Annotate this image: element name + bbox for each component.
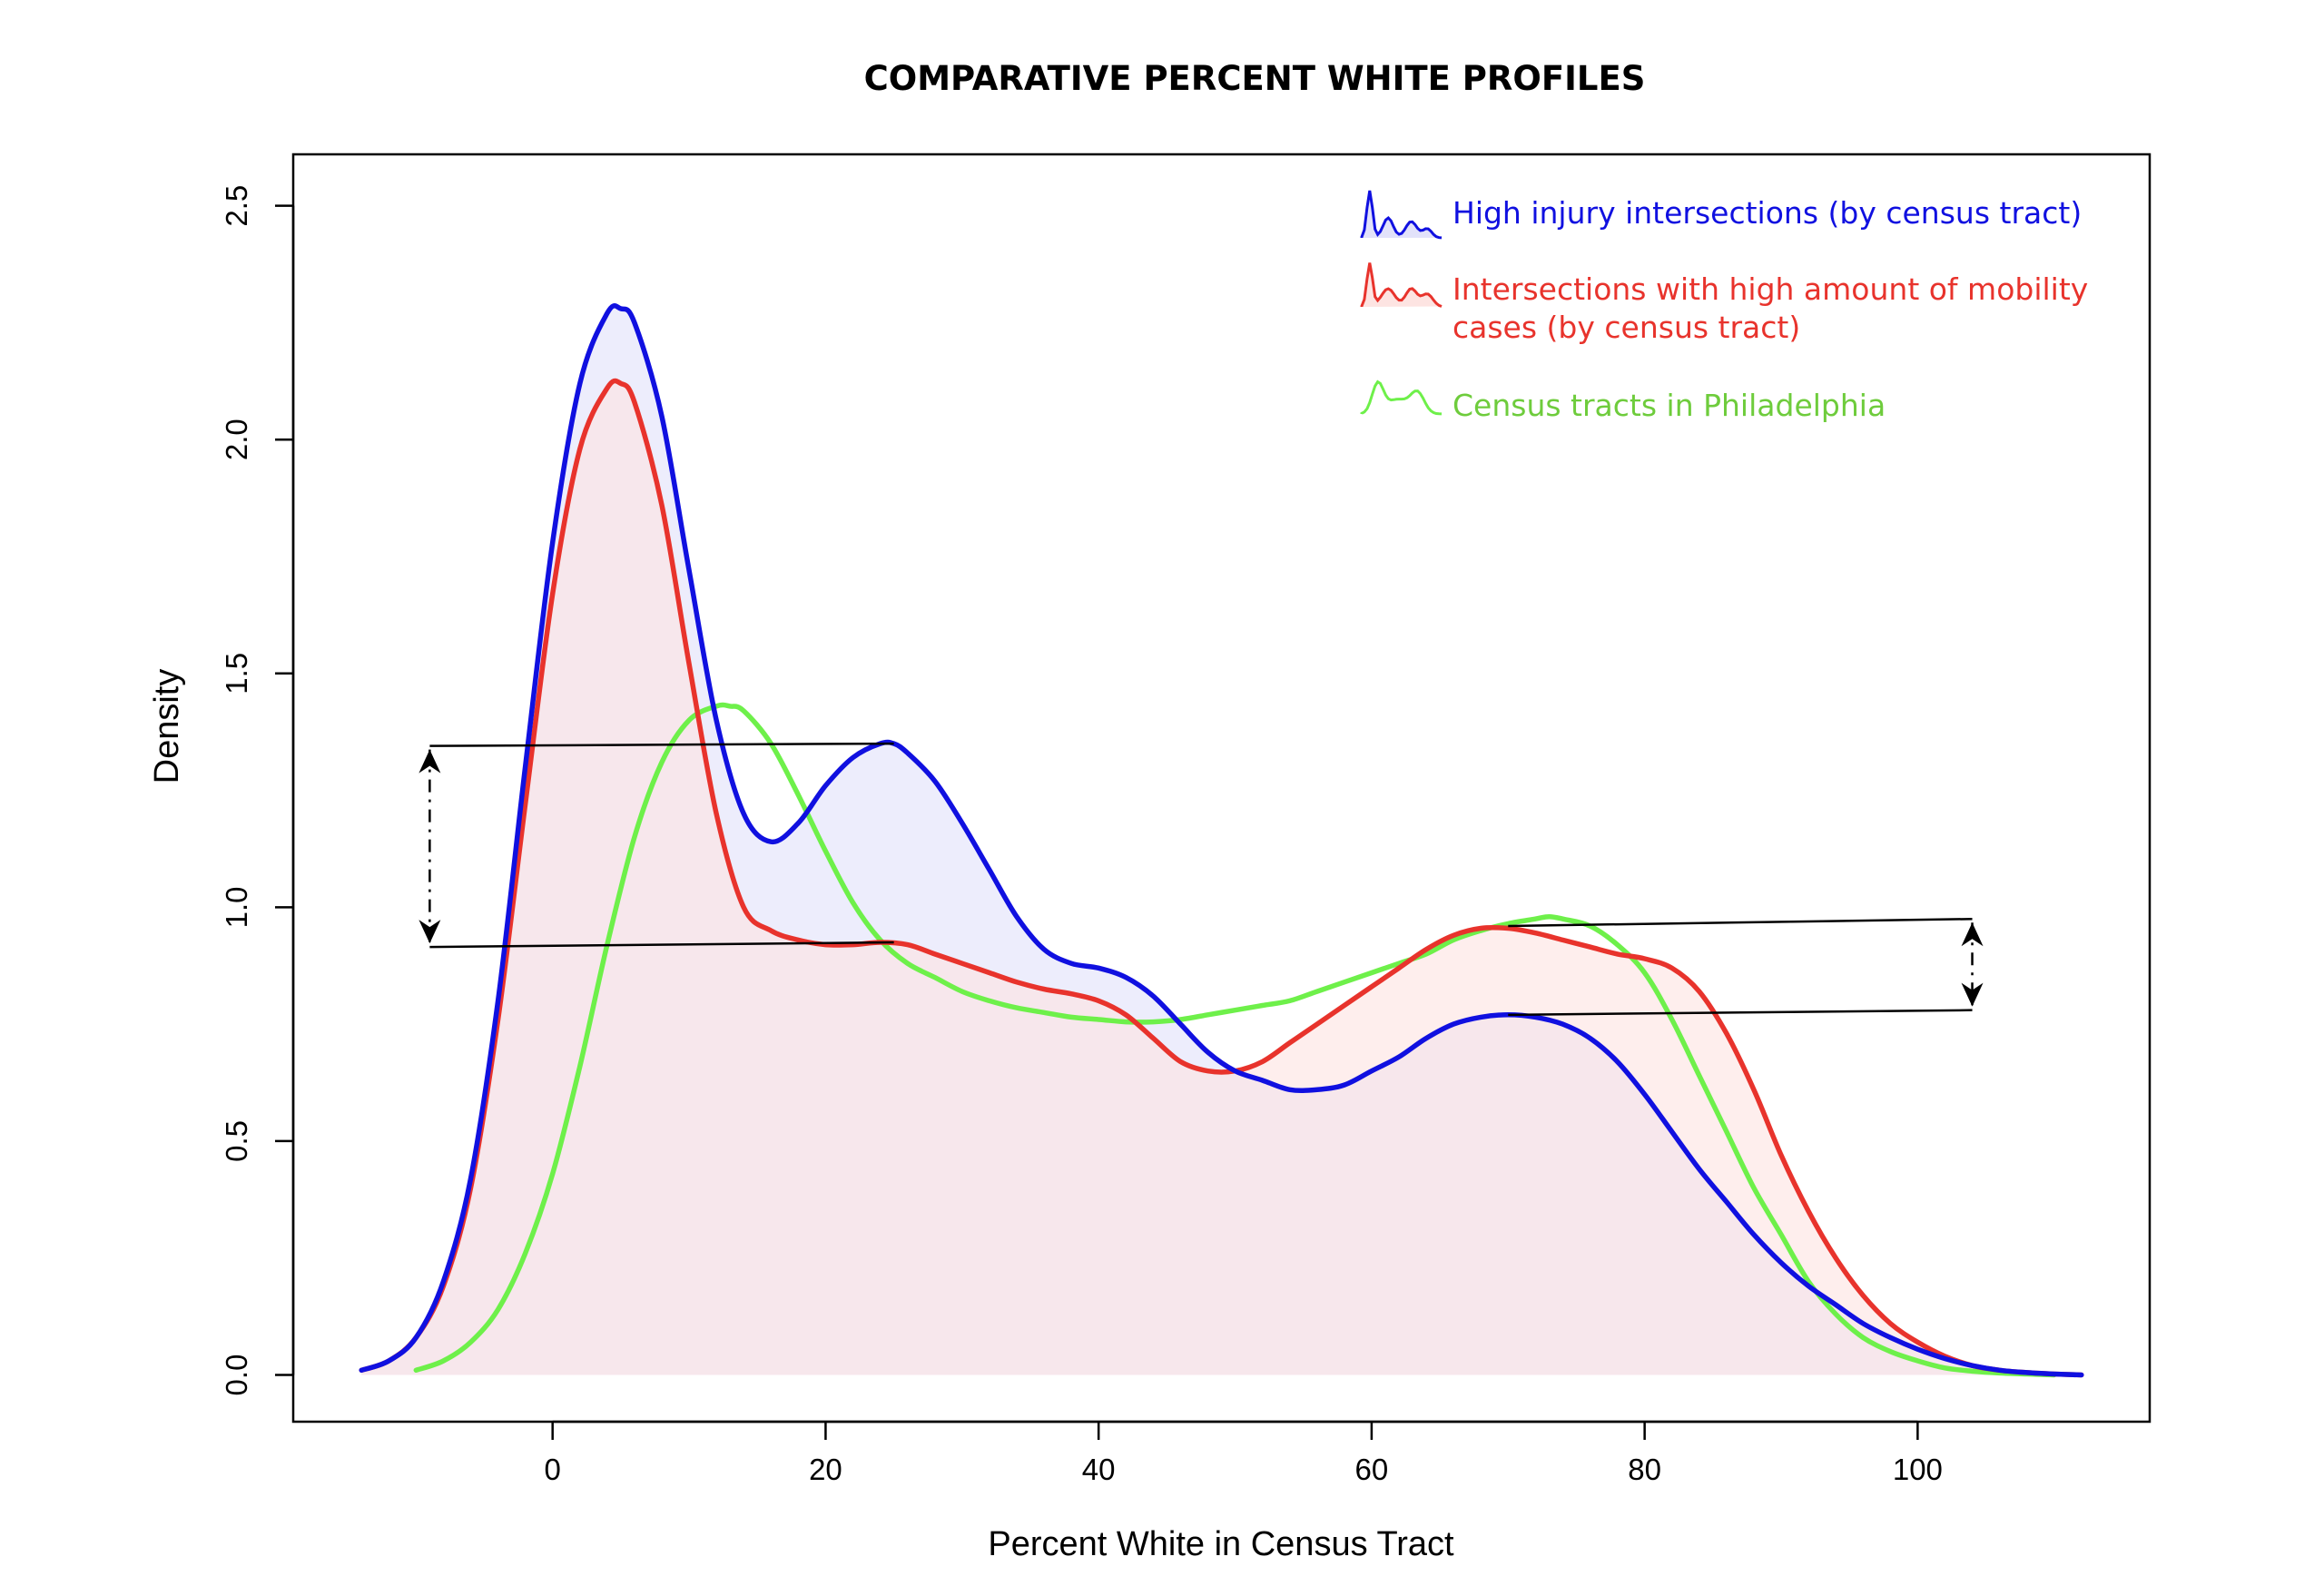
x-tick-label: 60 xyxy=(1355,1453,1389,1486)
bracket-bottom-line xyxy=(1508,1009,1973,1017)
legend-label-census-tracts: Census tracts in Philadelphia xyxy=(1452,388,1886,423)
arrow-head-down xyxy=(419,920,441,944)
range-annotation xyxy=(419,742,894,949)
x-tick-label: 0 xyxy=(545,1453,561,1486)
legend-swatch-high-injury xyxy=(1360,190,1443,240)
y-tick-label: 2.5 xyxy=(220,185,253,227)
legend-swatch-mobility xyxy=(1360,262,1443,308)
density-fills xyxy=(361,305,2082,1375)
x-tick-label: 20 xyxy=(809,1453,842,1486)
y-axis: 0.0 0.5 1.0 1.5 2.0 2.5 xyxy=(220,185,295,1396)
density-lines xyxy=(359,303,2084,1378)
legend-label-high-injury: High injury intersections (by census tra… xyxy=(1452,195,2082,231)
x-axis: 0 20 40 60 80 100 xyxy=(545,1420,1943,1486)
arrow-head-down xyxy=(1961,982,1984,1007)
density-line-census-tracts xyxy=(413,702,2057,1378)
plot-area xyxy=(291,153,2152,1424)
bracket-top-line xyxy=(1508,917,1973,928)
x-tick-label: 100 xyxy=(1893,1453,1943,1486)
legend-label-mobility: Intersections with high amount of mobili… xyxy=(1452,271,2098,345)
legend-item-high-injury: High injury intersections (by census tra… xyxy=(1360,190,2082,240)
x-axis-label: Percent White in Census Tract xyxy=(988,1525,1454,1563)
y-tick-label: 1.0 xyxy=(220,886,253,928)
range-annotations xyxy=(419,742,1984,1017)
bracket-top-line xyxy=(429,742,894,747)
x-tick-label: 80 xyxy=(1628,1453,1661,1486)
bracket-bottom-line xyxy=(429,941,894,949)
y-tick-label: 0.5 xyxy=(220,1120,253,1162)
legend: High injury intersections (by census tra… xyxy=(1360,190,2098,423)
y-tick-label: 1.5 xyxy=(220,653,253,695)
x-tick-label: 40 xyxy=(1082,1453,1116,1486)
y-tick-label: 0.0 xyxy=(220,1355,253,1396)
legend-item-mobility: Intersections with high amount of mobili… xyxy=(1360,262,2098,345)
y-tick-label: 2.0 xyxy=(220,419,253,460)
arrow-head-up xyxy=(1961,922,1984,947)
arrow-head-up xyxy=(419,749,441,773)
density-fill-mobility xyxy=(361,380,2082,1375)
density-line-high-injury xyxy=(359,303,2084,1378)
legend-item-census-tracts: Census tracts in Philadelphia xyxy=(1360,379,1886,423)
range-annotation xyxy=(1508,917,1984,1017)
density-line-mobility xyxy=(359,378,2084,1378)
legend-swatch-census-tracts xyxy=(1360,379,1443,416)
chart-title: COMPARATIVE PERCENT WHITE PROFILES xyxy=(864,59,1646,98)
y-axis-label: Density xyxy=(148,669,186,784)
